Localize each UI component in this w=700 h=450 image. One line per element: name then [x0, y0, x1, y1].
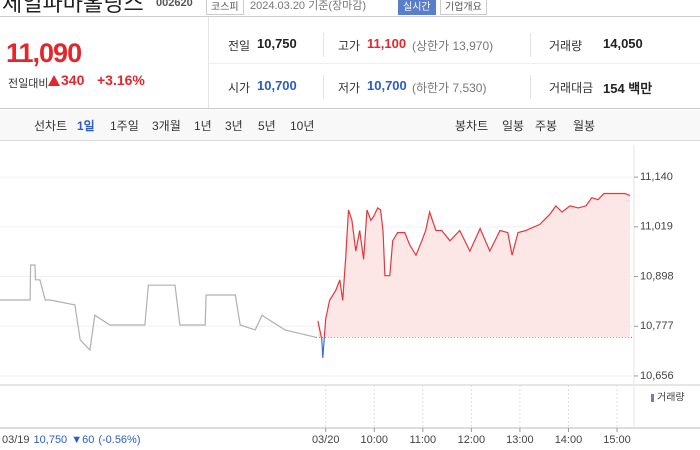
stat-value: 154 백만: [603, 81, 653, 96]
stat-label: 시가: [228, 81, 251, 95]
period-tab[interactable]: 10년: [290, 119, 315, 133]
stat-extra: (하한가 7,530): [412, 81, 487, 95]
legend-swatch: [651, 394, 654, 402]
x-tick-label: 03/20: [312, 434, 340, 446]
prev-day-part: ▼60: [71, 434, 94, 446]
y-tick-label: 11,140: [640, 171, 673, 183]
price-chart: 11,140 11,019 10,898 10,777 10,656 03/20 10:00…: [0, 145, 700, 446]
prev-day-part: 03/19: [2, 434, 30, 446]
candle-tab[interactable]: 주봉: [535, 119, 558, 133]
period-tab[interactable]: 1주일: [110, 119, 139, 133]
stat-label: 거래대금: [549, 81, 594, 95]
x-tick-label: 11:00: [409, 434, 436, 446]
stock-name: 제일파마홀딩스: [2, 0, 144, 16]
stat-value: 10,700: [367, 78, 407, 93]
legend-label: 거래량: [657, 392, 685, 404]
stat-value: 14,050: [603, 36, 643, 51]
y-tick-label: 10,656: [640, 370, 674, 382]
x-tick-label: 14:00: [555, 434, 583, 446]
change-label: 전일대비: [8, 78, 49, 90]
change: 340: [61, 72, 85, 88]
divider: [530, 33, 531, 57]
y-tick-label: 11,019: [640, 221, 673, 233]
x-tick-label: 10:00: [360, 434, 388, 446]
x-tick-label: 15:00: [603, 434, 631, 446]
divider: [209, 63, 700, 64]
divider: [323, 33, 324, 57]
prev-day-part: 10,750: [34, 434, 68, 446]
stat-value: 11,100: [367, 36, 407, 51]
stat-value: 10,700: [257, 78, 297, 93]
company-info-button[interactable]: 기업개요: [440, 0, 487, 15]
candle-tab[interactable]: 일봉: [502, 119, 525, 133]
tab-label: 선차트: [34, 119, 68, 133]
divider: [323, 75, 324, 99]
tab-bar: [0, 110, 700, 141]
period-tab[interactable]: 3년: [225, 119, 243, 133]
divider: [0, 108, 700, 109]
tab-label: 봉차트: [455, 119, 489, 133]
prev-day-part: (-0.56%): [98, 434, 140, 446]
price-line: [0, 264, 317, 352]
stat-label: 거래량: [549, 39, 583, 53]
stock-code: 002620: [156, 0, 193, 9]
quote-date: 2024.03.20 기준(장마감): [250, 0, 367, 12]
market-badge: 코스피: [206, 0, 244, 15]
stat-label: 고가: [338, 39, 361, 53]
divider: [0, 16, 700, 17]
stat-value: 10,750: [257, 36, 297, 51]
y-tick-label: 10,777: [640, 320, 674, 332]
divider: [530, 75, 531, 99]
area-fill: [317, 193, 631, 338]
period-tab[interactable]: 5년: [258, 119, 276, 133]
stat-label: 저가: [338, 81, 361, 95]
x-tick-label: 13:00: [506, 434, 534, 446]
current-price: 11,090: [6, 38, 82, 68]
stat-extra: (상한가 13,970): [412, 39, 494, 53]
divider: [208, 17, 209, 109]
price-line: [317, 192, 631, 338]
period-tab[interactable]: 1일: [77, 119, 95, 133]
change-pct: +3.16%: [97, 72, 145, 88]
x-tick-label: 12:00: [458, 434, 486, 446]
prev-day-info: 03/19 10,750 ▼60 (-0.56%): [2, 434, 141, 446]
stat-label: 전일: [228, 39, 251, 53]
period-tab[interactable]: 1년: [194, 119, 212, 133]
candle-tab[interactable]: 월봉: [573, 119, 596, 133]
realtime-button[interactable]: 실시간: [398, 0, 436, 15]
y-tick-label: 10,898: [640, 270, 674, 282]
period-tab[interactable]: 3개월: [152, 119, 181, 133]
up-icon: [48, 75, 60, 86]
